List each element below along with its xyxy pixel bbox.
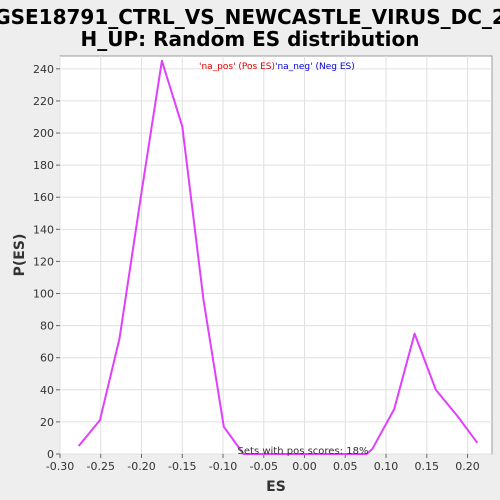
y-axis-label: P(ES) [12,234,28,277]
x-tick-label: -0.05 [250,460,278,473]
grid-lines [59,56,492,455]
y-tick-label: 160 [33,191,54,204]
chart-title-line1: GSE18791_CTRL_VS_NEWCASTLE_VIRUS_DC_2 [0,5,500,29]
y-tick-label: 40 [40,384,54,397]
y-tick-label: 180 [33,159,54,172]
x-tick-label: -0.20 [127,460,155,473]
y-tick-label: 80 [40,320,54,333]
axis-ticks: 0 20 40 60 80 100 120 140 160 180 200 220 240 -0.30 -0… [33,63,480,473]
x-tick-label: 0.10 [374,460,399,473]
x-tick-label: 0.20 [455,460,480,473]
y-tick-label: 20 [40,416,54,429]
legend-pos: 'na_pos' (Pos ES) [199,62,275,72]
x-tick-label: -0.15 [168,460,196,473]
series-line [77,59,479,455]
chart-title-line2: H_UP: Random ES distribution [81,27,420,51]
x-tick-label: 0.15 [415,460,440,473]
x-tick-label: 0.00 [292,460,317,473]
legend-neg: 'na_neg' (Neg ES) [275,62,355,72]
y-tick-label: 220 [33,95,54,108]
x-tick-label: -0.30 [46,460,74,473]
y-tick-label: 140 [33,223,54,236]
y-tick-label: 60 [40,352,54,365]
x-axis-label: ES [266,479,286,495]
x-tick-label: 0.05 [333,460,358,473]
series-lines [77,59,479,455]
y-tick-label: 100 [33,288,54,301]
x-tick-label: -0.25 [87,460,115,473]
y-tick-label: 0 [47,448,54,461]
y-tick-label: 240 [33,63,54,76]
y-tick-label: 200 [33,127,54,140]
x-tick-label: -0.10 [209,460,237,473]
y-tick-label: 120 [33,255,54,268]
annotation-pos-scores: Sets with pos scores: 18% [238,446,369,457]
